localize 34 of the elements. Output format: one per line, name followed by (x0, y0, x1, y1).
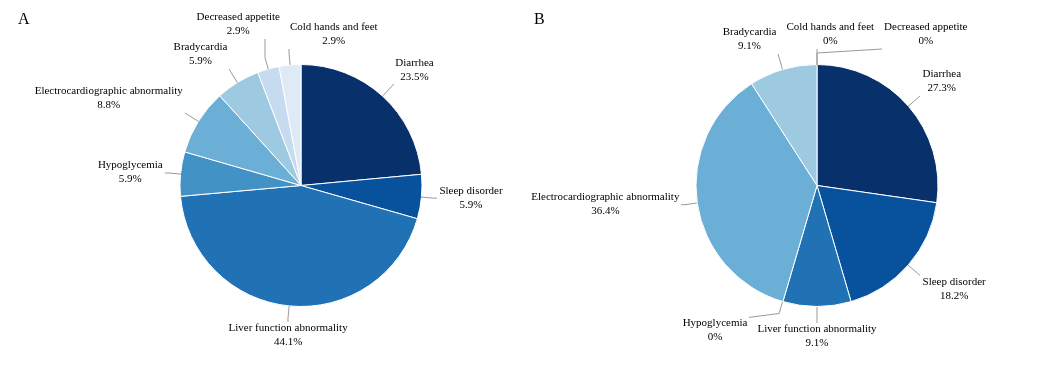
slice-label: Bradycardia (722, 25, 777, 38)
data-label: 2.9% (226, 24, 250, 37)
category-label: Cold hands and feet (786, 19, 875, 32)
data-label: 5.9% (459, 197, 483, 210)
data-label: 9.1% (738, 39, 761, 52)
slice-label: Bradycardia (173, 40, 228, 53)
data-label: 5.9% (118, 171, 142, 184)
slice-label: Cold hands and feet (289, 20, 378, 33)
slice-label: Diarrhea (922, 67, 962, 80)
slice-label: Electrocardiographic abnormality (531, 190, 680, 203)
slice-label: Decreased appetite (196, 10, 281, 23)
text: 0% (822, 33, 838, 46)
data-label: 36.4% (591, 204, 620, 217)
data-label: 5.9% (189, 54, 212, 67)
text: 0% (918, 33, 934, 46)
chart-title: B (534, 10, 545, 28)
text: 0% (707, 330, 723, 343)
data-label: 2.9% (322, 34, 346, 47)
data-label: 27.3% (927, 81, 956, 94)
data-label: 44.1% (273, 335, 303, 348)
slice-label: Electrocardiographic abnormality (34, 84, 184, 97)
data-label: 18.2% (939, 288, 969, 301)
slice-label: Liver function abnormality (757, 321, 878, 334)
slice-label: Sleep disorder (439, 183, 503, 196)
data-label: 9.1% (805, 335, 829, 348)
slice-label: Diarrhea (395, 55, 434, 68)
slice-label: Liver function abnormality (228, 321, 349, 334)
slice-label: Hypoglycemia (97, 157, 163, 170)
data-label: 23.5% (400, 69, 429, 82)
chart-title: A (18, 10, 30, 28)
data-label: 8.8% (97, 98, 121, 111)
category-label: Hypoglycemia (682, 316, 748, 329)
slice-label: Sleep disorder (922, 274, 987, 287)
category-label: Decreased appetite (884, 19, 968, 32)
